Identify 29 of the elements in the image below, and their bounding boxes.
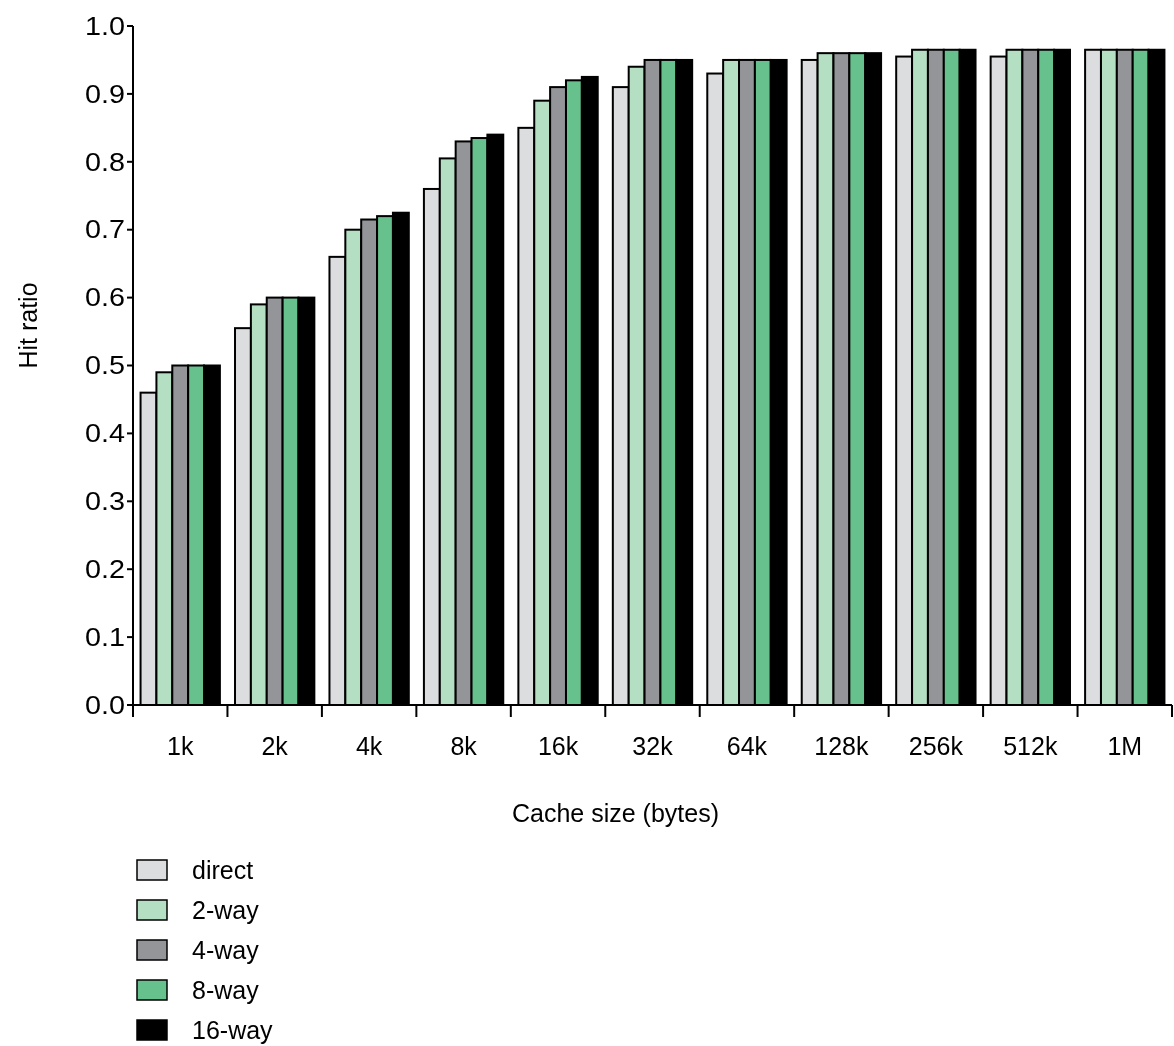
- y-tick-label: 0.0: [85, 690, 125, 719]
- y-axis-title: Hit ratio: [14, 282, 42, 369]
- y-tick-label: 0.5: [85, 351, 125, 380]
- x-tick-label: 16k: [537, 732, 579, 760]
- y-tick-label: 0.3: [85, 487, 125, 516]
- x-tick-label: 8k: [450, 732, 478, 760]
- y-tick-label: 0.9: [85, 79, 125, 108]
- x-axis-title: Cache size (bytes): [511, 799, 720, 827]
- x-tick-label: 32k: [632, 732, 674, 760]
- x-tick-label: 2k: [261, 732, 289, 760]
- y-tick-label: 1.0: [85, 11, 125, 40]
- x-tick-label: 512k: [1003, 732, 1058, 760]
- x-tick-label: 256k: [908, 732, 964, 760]
- y-tick-label: 0.4: [85, 419, 126, 448]
- legend-label: 4-way: [192, 935, 260, 964]
- y-tick-label: 0.8: [85, 147, 125, 176]
- legend-label: direct: [192, 855, 254, 884]
- legend-label: 8-way: [192, 975, 260, 1004]
- x-tick-label: 1k: [167, 732, 194, 760]
- x-tick-label: 64k: [726, 732, 768, 760]
- legend-label: 16-way: [192, 1015, 274, 1044]
- x-tick-label: 4k: [355, 732, 383, 760]
- x-tick-label: 128k: [814, 732, 870, 760]
- y-tick-label: 0.1: [85, 622, 125, 651]
- x-tick-label: 1M: [1107, 732, 1143, 760]
- y-tick-label: 0.6: [85, 283, 125, 312]
- y-tick-label: 0.7: [85, 215, 125, 244]
- y-tick-label: 0.2: [85, 554, 125, 583]
- legend-label: 2-way: [192, 895, 260, 924]
